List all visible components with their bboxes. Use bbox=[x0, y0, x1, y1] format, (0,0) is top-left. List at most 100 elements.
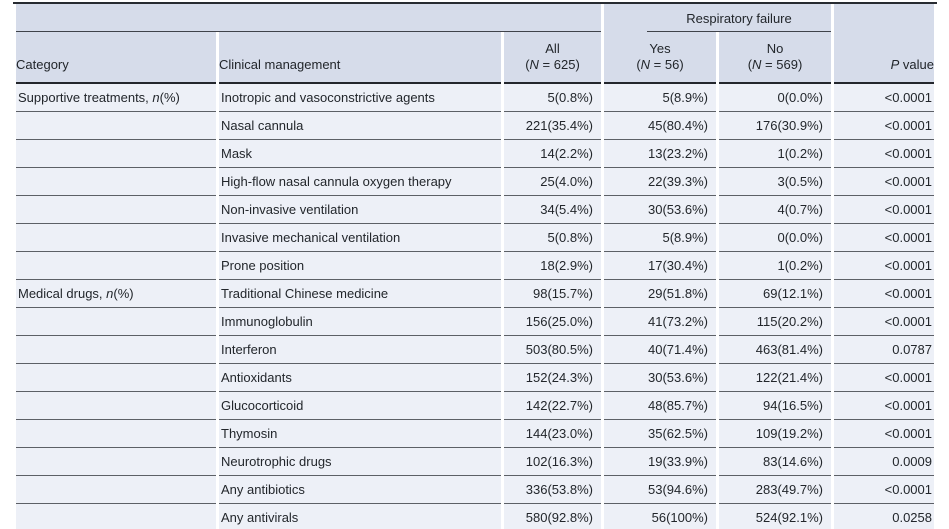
cell-category bbox=[16, 364, 216, 392]
cell-yes: 19(33.9%) bbox=[604, 448, 716, 476]
cell-p-value: <0.0001 bbox=[834, 308, 934, 336]
cell-p-value: <0.0001 bbox=[834, 224, 934, 252]
cell-clinical-management: Thymosin bbox=[219, 420, 501, 448]
table-row: High-flow nasal cannula oxygen therapy 25… bbox=[16, 168, 934, 196]
cell-yes: 35(62.5%) bbox=[604, 420, 716, 448]
cell-yes: 48(85.7%) bbox=[604, 392, 716, 420]
cell-yes: 22(39.3%) bbox=[604, 168, 716, 196]
cell-category bbox=[16, 392, 216, 420]
table-row: Glucocorticoid 142(22.7%) 48(85.7%) 94(16.5… bbox=[16, 392, 934, 420]
cell-category: Supportive treatments, n(%) bbox=[16, 84, 216, 112]
cell-clinical-management: Prone position bbox=[219, 252, 501, 280]
cell-p-value: <0.0001 bbox=[834, 140, 934, 168]
cell-category bbox=[16, 448, 216, 476]
table-row: Supportive treatments, n(%) Inotropic and… bbox=[16, 84, 934, 112]
cell-clinical-management: Invasive mechanical ventilation bbox=[219, 224, 501, 252]
table-row: Thymosin 144(23.0%) 35(62.5%) 109(19.2%) <0.… bbox=[16, 420, 934, 448]
cell-all: 25(4.0%) bbox=[504, 168, 601, 196]
cell-p-value: 0.0258 bbox=[834, 504, 934, 529]
cell-clinical-management: Non-invasive ventilation bbox=[219, 196, 501, 224]
cell-p-value: 0.0787 bbox=[834, 336, 934, 364]
cell-p-value: <0.0001 bbox=[834, 280, 934, 308]
cell-clinical-management: Inotropic and vasoconstrictive agents bbox=[219, 84, 501, 112]
table-row: Immunoglobulin 156(25.0%) 41(73.2%) 115(20.… bbox=[16, 308, 934, 336]
cell-category bbox=[16, 308, 216, 336]
col-header-no: No (N = 569) bbox=[719, 32, 831, 84]
cell-clinical-management: Traditional Chinese medicine bbox=[219, 280, 501, 308]
cell-all: 18(2.9%) bbox=[504, 252, 601, 280]
cell-all: 14(2.2%) bbox=[504, 140, 601, 168]
cell-p-value: 0.0009 bbox=[834, 448, 934, 476]
cell-category bbox=[16, 420, 216, 448]
cell-all: 503(80.5%) bbox=[504, 336, 601, 364]
clinical-management-table: Respiratory failure Category Clinical ma… bbox=[13, 2, 937, 529]
cell-all: 144(23.0%) bbox=[504, 420, 601, 448]
cell-category bbox=[16, 224, 216, 252]
cell-no: 283(49.7%) bbox=[719, 476, 831, 504]
cell-clinical-management: Mask bbox=[219, 140, 501, 168]
cell-clinical-management: Interferon bbox=[219, 336, 501, 364]
cell-category bbox=[16, 336, 216, 364]
cell-p-value: <0.0001 bbox=[834, 168, 934, 196]
spanner-right-empty bbox=[834, 4, 934, 32]
cell-all: 5(0.8%) bbox=[504, 224, 601, 252]
cell-no: 0(0.0%) bbox=[719, 84, 831, 112]
cell-clinical-management: Any antibiotics bbox=[219, 476, 501, 504]
cell-no: 115(20.2%) bbox=[719, 308, 831, 336]
cell-yes: 53(94.6%) bbox=[604, 476, 716, 504]
cell-clinical-management: Any antivirals bbox=[219, 504, 501, 529]
col-header-category: Category bbox=[16, 32, 216, 84]
cell-clinical-management: Neurotrophic drugs bbox=[219, 448, 501, 476]
cell-yes: 56(100%) bbox=[604, 504, 716, 529]
cell-no: 1(0.2%) bbox=[719, 140, 831, 168]
cell-all: 221(35.4%) bbox=[504, 112, 601, 140]
cell-yes: 30(53.6%) bbox=[604, 196, 716, 224]
cell-p-value: <0.0001 bbox=[834, 252, 934, 280]
cell-no: 4(0.7%) bbox=[719, 196, 831, 224]
cell-clinical-management: Glucocorticoid bbox=[219, 392, 501, 420]
table-row: Invasive mechanical ventilation 5(0.8%) 5(… bbox=[16, 224, 934, 252]
cell-all: 98(15.7%) bbox=[504, 280, 601, 308]
cell-clinical-management: Nasal cannula bbox=[219, 112, 501, 140]
cell-p-value: <0.0001 bbox=[834, 364, 934, 392]
cell-p-value: <0.0001 bbox=[834, 420, 934, 448]
spanner-cell: Respiratory failure bbox=[604, 4, 831, 32]
cell-no: 463(81.4%) bbox=[719, 336, 831, 364]
cell-p-value: <0.0001 bbox=[834, 196, 934, 224]
table-row: Any antibiotics 336(53.8%) 53(94.6%) 283(49… bbox=[16, 476, 934, 504]
cell-all: 580(92.8%) bbox=[504, 504, 601, 529]
cell-all: 152(24.3%) bbox=[504, 364, 601, 392]
cell-category bbox=[16, 140, 216, 168]
cell-no: 0(0.0%) bbox=[719, 224, 831, 252]
cell-all: 142(22.7%) bbox=[504, 392, 601, 420]
table-header: Respiratory failure Category Clinical ma… bbox=[16, 4, 934, 84]
table-row: Interferon 503(80.5%) 40(71.4%) 463(81.4%) 0… bbox=[16, 336, 934, 364]
cell-p-value: <0.0001 bbox=[834, 112, 934, 140]
col-header-yes: Yes (N = 56) bbox=[604, 32, 716, 84]
col-header-clinical-management: Clinical management bbox=[219, 32, 501, 84]
cell-all: 102(16.3%) bbox=[504, 448, 601, 476]
cell-clinical-management: High-flow nasal cannula oxygen therapy bbox=[219, 168, 501, 196]
cell-all: 34(5.4%) bbox=[504, 196, 601, 224]
cell-all: 156(25.0%) bbox=[504, 308, 601, 336]
cell-no: 94(16.5%) bbox=[719, 392, 831, 420]
col-header-p-value: P value bbox=[834, 32, 934, 84]
cell-yes: 30(53.6%) bbox=[604, 364, 716, 392]
cell-clinical-management: Antioxidants bbox=[219, 364, 501, 392]
cell-no: 109(19.2%) bbox=[719, 420, 831, 448]
cell-clinical-management: Immunoglobulin bbox=[219, 308, 501, 336]
cell-yes: 13(23.2%) bbox=[604, 140, 716, 168]
table-row: Medical drugs, n(%) Traditional Chinese m… bbox=[16, 280, 934, 308]
cell-yes: 45(80.4%) bbox=[604, 112, 716, 140]
cell-yes: 29(51.8%) bbox=[604, 280, 716, 308]
cell-category bbox=[16, 476, 216, 504]
cell-p-value: <0.0001 bbox=[834, 392, 934, 420]
spanner-left-rule bbox=[16, 4, 601, 32]
cell-yes: 41(73.2%) bbox=[604, 308, 716, 336]
cell-no: 176(30.9%) bbox=[719, 112, 831, 140]
table-row: Neurotrophic drugs 102(16.3%) 19(33.9%) 83(… bbox=[16, 448, 934, 476]
cell-no: 122(21.4%) bbox=[719, 364, 831, 392]
cell-no: 524(92.1%) bbox=[719, 504, 831, 529]
cell-no: 83(14.6%) bbox=[719, 448, 831, 476]
